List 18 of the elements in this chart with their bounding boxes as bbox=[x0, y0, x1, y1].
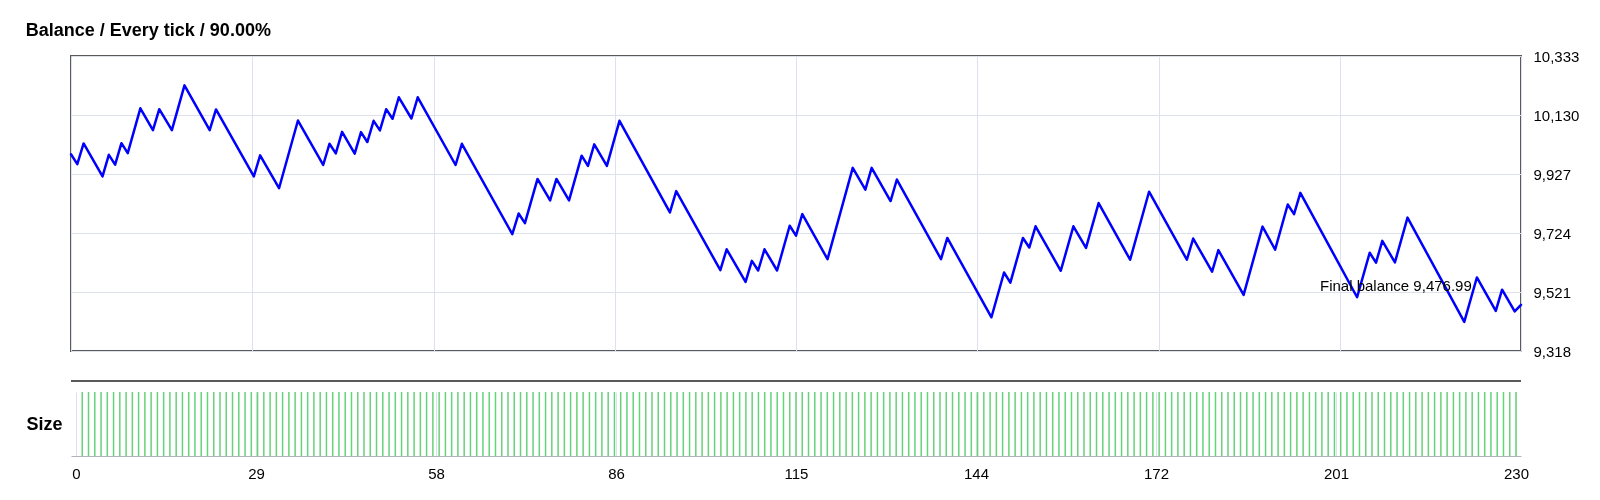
y-tick-label: 9,724 bbox=[1533, 224, 1572, 242]
x-tick-label: 115 bbox=[784, 464, 809, 482]
x-tick-label: 86 bbox=[608, 464, 625, 482]
x-tick-label: 58 bbox=[428, 464, 445, 482]
x-tick-label: 172 bbox=[1143, 464, 1170, 482]
x-tick-label: 230 bbox=[1503, 464, 1530, 482]
x-tick-label: 29 bbox=[248, 464, 265, 482]
x-tick-label: 201 bbox=[1323, 464, 1350, 482]
line-series bbox=[69, 84, 1523, 324]
chart-title: Balance / Every tick / 90.00% bbox=[25, 20, 271, 40]
x-tick-label: 144 bbox=[963, 464, 990, 482]
y-tick-label: 10,333 bbox=[1533, 47, 1580, 65]
x-tick-label: 0 bbox=[72, 464, 81, 482]
y-tick-label: 10,130 bbox=[1533, 106, 1580, 124]
y-axis-title: Size bbox=[26, 413, 63, 434]
y-tick-label: 9,318 bbox=[1533, 342, 1572, 360]
y-tick-label: 9,521 bbox=[1533, 283, 1572, 301]
y-tick-label: 9,927 bbox=[1533, 165, 1572, 183]
